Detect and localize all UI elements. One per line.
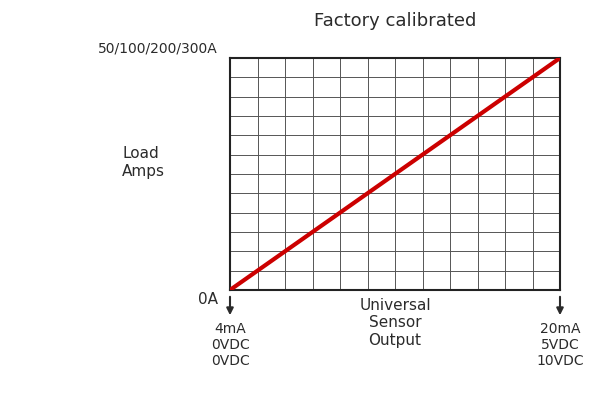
Text: 50/100/200/300A: 50/100/200/300A [98, 42, 218, 56]
Text: 4mA
0VDC
0VDC: 4mA 0VDC 0VDC [211, 322, 250, 368]
Text: Load
Amps: Load Amps [122, 146, 165, 178]
Text: Universal
Sensor
Output: Universal Sensor Output [359, 298, 431, 348]
Text: Factory calibrated: Factory calibrated [314, 12, 476, 30]
Text: 20mA
5VDC
10VDC: 20mA 5VDC 10VDC [536, 322, 584, 368]
Text: 0A: 0A [198, 292, 218, 307]
